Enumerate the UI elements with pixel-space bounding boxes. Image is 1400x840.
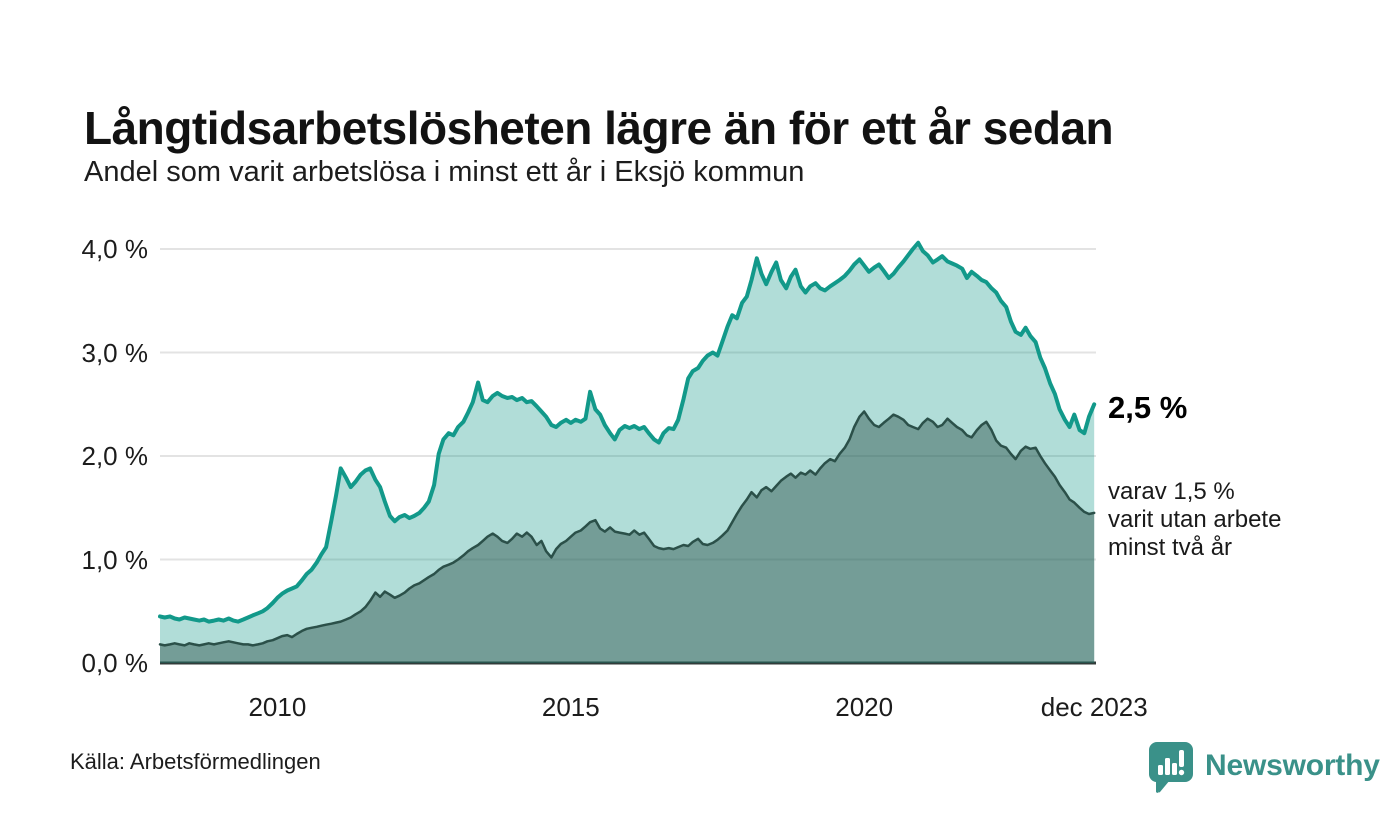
gridlines (160, 248, 1096, 665)
y-tick-label: 3,0 % (81, 337, 149, 368)
chart-subtitle: Andel som varit arbetslösa i minst ett å… (84, 156, 805, 188)
chart-series (158, 240, 1097, 664)
page-title: Långtidsarbetslösheten lägre än för ett … (84, 101, 1114, 154)
series-line-2 (158, 410, 1096, 647)
series-area-2 (160, 411, 1095, 663)
x-tick-label: 2010 (248, 692, 307, 722)
series-area-1 (160, 242, 1095, 664)
y-tick-label: 0,0 % (81, 648, 149, 678)
x-tick-label: 2015 (541, 692, 600, 722)
series-line-1 (158, 240, 1097, 624)
x-tick-label: dec 2023 (1040, 692, 1148, 722)
newsworthy-wordmark: Newsworthy (1205, 749, 1380, 782)
series1-end-value-label: 2,5 % (1108, 390, 1188, 425)
newsworthy-bubble-chart-icon (1148, 741, 1194, 798)
x-tick-label: 2020 (835, 692, 894, 722)
y-tick-label: 2,0 % (81, 441, 149, 471)
source-credit: Källa: Arbetsförmedlingen (70, 749, 321, 774)
y-tick-label: 1,0 % (81, 544, 149, 575)
y-tick-label: 4,0 % (81, 234, 149, 264)
series2-end-note-label: varav 1,5 % varit utan arbete minst två … (1108, 478, 1282, 561)
newsworthy-logo: Newsworthy (1148, 741, 1380, 798)
